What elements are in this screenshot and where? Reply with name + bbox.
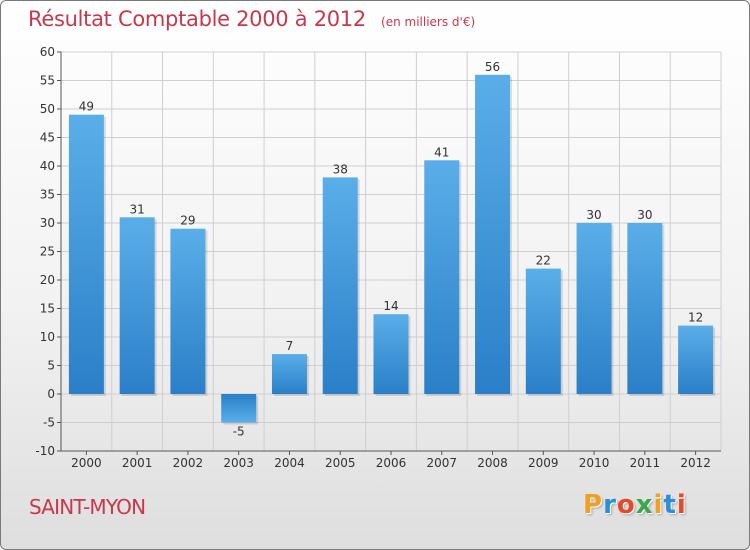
x-tick-label: 2011 xyxy=(630,456,661,470)
x-tick-label: 2010 xyxy=(579,456,610,470)
logo-letter: t xyxy=(663,490,677,520)
logo-letter: P xyxy=(583,490,604,520)
x-tick-label: 2001 xyxy=(122,456,153,470)
data-label: 30 xyxy=(637,208,652,222)
y-tick-label: 5 xyxy=(47,359,55,373)
x-tick-label: 2003 xyxy=(223,456,254,470)
data-label: 31 xyxy=(130,202,145,216)
data-label: 41 xyxy=(434,145,449,159)
y-tick-label: -5 xyxy=(43,416,55,430)
x-tick-label: 2009 xyxy=(528,456,559,470)
y-tick-label: 60 xyxy=(40,45,55,59)
logo-letter: r xyxy=(603,490,617,520)
bar-2001[interactable] xyxy=(119,217,155,394)
axes: -10 -5 0 5 10 15 20 25 30 35 40 45 50 55 60 2000 2001 200… xyxy=(35,45,721,470)
x-tick-label: 2004 xyxy=(274,456,305,470)
y-tick-label: 45 xyxy=(40,131,55,145)
bar-2006[interactable] xyxy=(373,314,409,394)
bar-2004[interactable] xyxy=(271,354,307,394)
data-label: 22 xyxy=(536,254,551,268)
data-label: 7 xyxy=(286,339,294,353)
proxiti-logo[interactable]: Proxiti xyxy=(583,490,687,520)
y-tick-label: 30 xyxy=(40,216,55,230)
chart-title: Résultat Comptable 2000 à 2012 xyxy=(28,7,366,31)
x-tick-label: 2002 xyxy=(173,456,204,470)
chart-subtitle: (en milliers d'€) xyxy=(381,15,476,29)
y-tick-label: 55 xyxy=(40,74,55,88)
data-label: 49 xyxy=(79,100,94,114)
y-tick-label: 0 xyxy=(47,387,55,401)
y-tick-label: 20 xyxy=(40,273,55,287)
x-tick-label: 2012 xyxy=(680,456,711,470)
bar-2012[interactable] xyxy=(678,325,714,394)
bar-2003[interactable] xyxy=(221,394,257,423)
y-tick-label: 15 xyxy=(40,302,55,316)
logo-letter: i xyxy=(653,490,664,520)
x-tick-label: 2008 xyxy=(477,456,508,470)
data-labels: 49 31 29 -5 7 38 14 41 56 22 30 30 12 xyxy=(79,60,704,439)
data-label: 30 xyxy=(586,208,601,222)
data-label: 56 xyxy=(485,60,500,74)
bars xyxy=(68,74,716,425)
commune-name: SAINT-MYON xyxy=(29,495,146,519)
bar-2011[interactable] xyxy=(627,223,663,394)
x-tick-label: 2000 xyxy=(71,456,102,470)
bar-2008[interactable] xyxy=(475,74,511,395)
data-label: 14 xyxy=(383,299,398,313)
y-tick-label: 50 xyxy=(40,102,55,116)
bar-2005[interactable] xyxy=(322,177,358,394)
x-tick-label: 2006 xyxy=(376,456,407,470)
x-tick-label: 2005 xyxy=(325,456,356,470)
y-tick-label: 25 xyxy=(40,245,55,259)
bar-2002[interactable] xyxy=(170,228,206,394)
y-tick-label: -10 xyxy=(35,444,55,458)
bar-2009[interactable] xyxy=(525,268,561,394)
logo-letter: o xyxy=(616,490,636,520)
y-tick-label: 35 xyxy=(40,188,55,202)
bar-2007[interactable] xyxy=(424,160,460,394)
y-tick-label: 40 xyxy=(40,159,55,173)
data-label: 12 xyxy=(688,311,703,325)
logo-letter: x xyxy=(635,490,654,520)
data-label: 29 xyxy=(180,214,195,228)
y-tick-label: 10 xyxy=(40,330,55,344)
bar-2000[interactable] xyxy=(68,114,104,394)
title-block: Résultat Comptable 2000 à 2012 (en milli… xyxy=(28,7,475,31)
logo-letter: i xyxy=(676,490,687,520)
x-tick-label: 2007 xyxy=(426,456,457,470)
data-label: 38 xyxy=(333,162,348,176)
bar-2010[interactable] xyxy=(576,223,612,394)
data-label: -5 xyxy=(233,425,245,439)
